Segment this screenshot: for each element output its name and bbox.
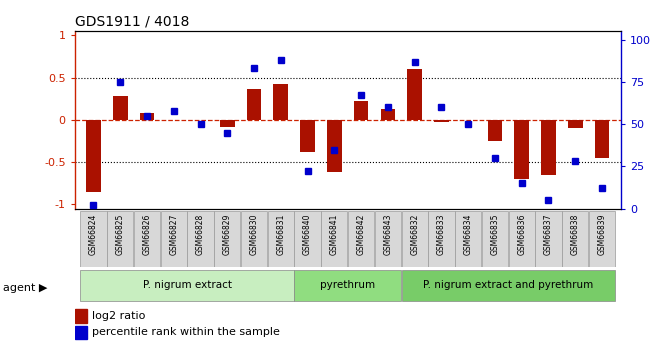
Text: log2 ratio: log2 ratio xyxy=(92,311,146,321)
FancyBboxPatch shape xyxy=(508,211,535,267)
Text: GSM66824: GSM66824 xyxy=(89,213,98,255)
Text: GSM66839: GSM66839 xyxy=(597,213,606,255)
Text: GSM66838: GSM66838 xyxy=(571,213,580,255)
Bar xyxy=(300,120,315,152)
Text: GSM66843: GSM66843 xyxy=(384,213,393,255)
Text: pyrethrum: pyrethrum xyxy=(320,280,375,290)
FancyBboxPatch shape xyxy=(482,211,508,267)
Text: GSM66832: GSM66832 xyxy=(410,213,419,255)
Text: GSM66835: GSM66835 xyxy=(491,213,499,255)
Text: GSM66842: GSM66842 xyxy=(357,213,366,255)
Bar xyxy=(140,113,155,120)
FancyBboxPatch shape xyxy=(107,211,133,267)
Text: percentile rank within the sample: percentile rank within the sample xyxy=(92,327,280,337)
Bar xyxy=(274,83,288,120)
Bar xyxy=(354,101,369,120)
Text: GSM66833: GSM66833 xyxy=(437,213,446,255)
FancyBboxPatch shape xyxy=(161,211,187,267)
FancyBboxPatch shape xyxy=(375,211,401,267)
Bar xyxy=(434,120,448,121)
Text: GDS1911 / 4018: GDS1911 / 4018 xyxy=(75,14,189,29)
Text: GSM66831: GSM66831 xyxy=(276,213,285,255)
FancyBboxPatch shape xyxy=(402,211,428,267)
FancyBboxPatch shape xyxy=(268,211,294,267)
FancyBboxPatch shape xyxy=(241,211,267,267)
FancyBboxPatch shape xyxy=(81,211,107,267)
Text: GSM66837: GSM66837 xyxy=(544,213,553,255)
Bar xyxy=(408,69,422,120)
Bar xyxy=(568,120,582,128)
Bar xyxy=(247,89,261,120)
Bar xyxy=(75,309,86,323)
Text: GSM66825: GSM66825 xyxy=(116,213,125,255)
Bar xyxy=(514,120,529,179)
Text: GSM66826: GSM66826 xyxy=(142,213,151,255)
FancyBboxPatch shape xyxy=(187,211,214,267)
FancyBboxPatch shape xyxy=(294,270,401,300)
FancyBboxPatch shape xyxy=(321,211,348,267)
Text: GSM66828: GSM66828 xyxy=(196,213,205,255)
Text: GSM66840: GSM66840 xyxy=(303,213,312,255)
Bar xyxy=(113,96,127,120)
FancyBboxPatch shape xyxy=(81,270,294,300)
Text: GSM66827: GSM66827 xyxy=(169,213,178,255)
Text: GSM66841: GSM66841 xyxy=(330,213,339,255)
FancyBboxPatch shape xyxy=(455,211,481,267)
Bar xyxy=(595,120,610,158)
Text: P. nigrum extract: P. nigrum extract xyxy=(142,280,231,290)
FancyBboxPatch shape xyxy=(134,211,160,267)
FancyBboxPatch shape xyxy=(214,211,240,267)
FancyBboxPatch shape xyxy=(589,211,615,267)
FancyBboxPatch shape xyxy=(536,211,562,267)
FancyBboxPatch shape xyxy=(294,211,320,267)
Bar xyxy=(488,120,502,141)
Bar xyxy=(541,120,556,175)
Text: GSM66829: GSM66829 xyxy=(223,213,232,255)
FancyBboxPatch shape xyxy=(402,270,615,300)
FancyBboxPatch shape xyxy=(428,211,454,267)
FancyBboxPatch shape xyxy=(562,211,588,267)
Text: P. nigrum extract and pyrethrum: P. nigrum extract and pyrethrum xyxy=(423,280,593,290)
Bar xyxy=(220,120,235,127)
Bar xyxy=(380,109,395,120)
Bar xyxy=(75,326,86,339)
Text: GSM66836: GSM66836 xyxy=(517,213,526,255)
Text: GSM66830: GSM66830 xyxy=(250,213,259,255)
Bar xyxy=(86,120,101,192)
FancyBboxPatch shape xyxy=(348,211,374,267)
Text: agent ▶: agent ▶ xyxy=(3,283,47,293)
Text: GSM66834: GSM66834 xyxy=(463,213,473,255)
Bar xyxy=(327,120,342,172)
